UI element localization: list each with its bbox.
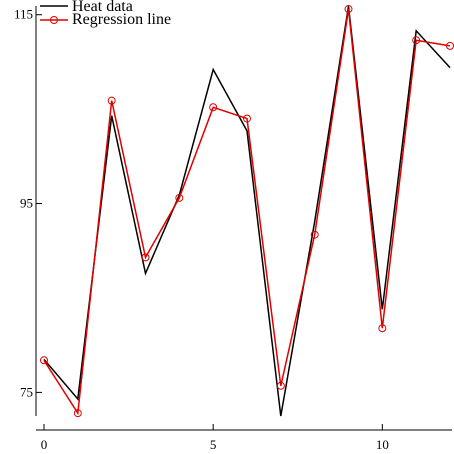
- data-point-regression-line: [310, 230, 319, 239]
- x-tick-label: 5: [210, 437, 217, 452]
- legend-label-regression-line: Regression line: [72, 11, 171, 28]
- y-tick-label: 95: [20, 196, 33, 211]
- y-tick-label: 75: [20, 384, 33, 399]
- y-tick-label: 115: [14, 7, 33, 22]
- series-line-regression-line: [43, 8, 451, 416]
- legend-marker-regression-line: [50, 16, 58, 24]
- x-tick-label: 0: [41, 437, 48, 452]
- data-point-regression-line: [73, 409, 82, 418]
- data-point-regression-line: [175, 193, 184, 202]
- series-layer: [40, 5, 454, 418]
- data-point-regression-line: [344, 5, 353, 14]
- data-point-regression-line: [378, 324, 387, 333]
- x-axis-ticks: 0 5 10: [41, 424, 389, 452]
- data-point-regression-line: [209, 103, 218, 112]
- data-point-regression-line: [40, 356, 48, 365]
- data-point-regression-line: [141, 253, 150, 262]
- legend: Heat data Regression line: [40, 0, 171, 28]
- data-point-regression-line: [412, 36, 421, 45]
- data-point-regression-line: [276, 381, 285, 390]
- legend-label-heat-data: Heat data: [72, 0, 133, 15]
- series-line-heat-data: [43, 6, 451, 417]
- y-axis-ticks: 75 95 115: [14, 7, 42, 399]
- x-tick-label: 10: [376, 437, 389, 452]
- data-point-regression-line: [107, 96, 116, 105]
- data-point-regression-line: [243, 114, 251, 123]
